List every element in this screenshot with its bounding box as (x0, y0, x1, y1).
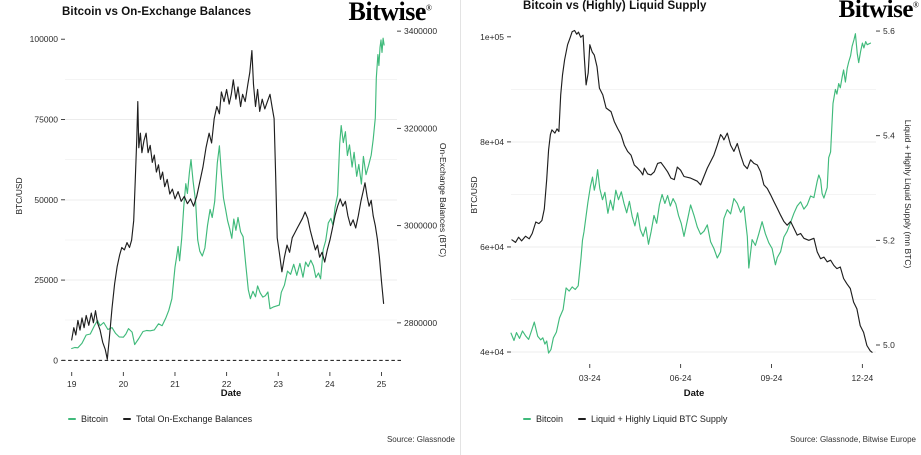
y-axis-label-right: Liquid + Highly Liquid Supply (mn BTC) (903, 119, 913, 269)
x-tick-label: 22 (222, 379, 232, 389)
y-tick-label-left: 25000 (34, 275, 58, 285)
y-tick-label-left: 8e+04 (480, 137, 504, 147)
series-line-bitcoin (71, 37, 385, 350)
y-tick-label-right: 3200000 (404, 123, 437, 133)
y-tick-label-right: 5.4 (883, 131, 895, 141)
legend-swatch-icon (578, 418, 587, 420)
x-tick-label: 06-24 (670, 373, 692, 383)
chart-title: Bitcoin vs On-Exchange Balances (62, 6, 252, 18)
plot-area: 19 20 21 22 23 24 25 0 25000 50000 75000 100000 2800… (30, 26, 438, 389)
y-tick-label-right: 3400000 (404, 26, 437, 36)
bitwise-logo: Bitwise® (349, 0, 432, 27)
chart-panel-liquid-supply: Bitcoin vs (Highly) Liquid Supply Bitwis… (461, 0, 921, 455)
source-note: Source: Glassnode, Bitwise Europe (790, 435, 916, 444)
x-tick-label: 21 (170, 379, 180, 389)
legend-label: Bitcoin (81, 414, 109, 424)
registered-trademark-icon: ® (912, 0, 919, 10)
y-tick-label-right: 5.2 (883, 235, 895, 245)
x-tick-label: 09-24 (761, 373, 783, 383)
legend-swatch-icon (523, 418, 531, 420)
y-tick-label-right: 5.6 (883, 26, 895, 36)
y-tick-label-left: 75000 (34, 115, 58, 125)
legend-label: Liquid + Highly Liquid BTC Supply (591, 414, 728, 424)
y-tick-label-right: 3000000 (404, 221, 437, 231)
panel-divider (460, 0, 461, 455)
series-line-bitcoin (510, 33, 872, 354)
x-axis-label: Date (220, 388, 242, 399)
bitwise-logo-text: Bitwise (838, 0, 914, 23)
legend: Bitcoin Total On-Exchange Balances (68, 414, 252, 424)
legend-item: Liquid + Highly Liquid BTC Supply (578, 414, 727, 424)
y-tick-label-left: 50000 (34, 195, 58, 205)
y-axis-label-right: On-Exchange Balances (BTC) (438, 142, 448, 258)
x-tick-label: 23 (274, 379, 284, 389)
x-axis-label: Date (683, 388, 705, 399)
legend-swatch-icon (68, 418, 76, 420)
x-tick-label: 24 (325, 379, 335, 389)
legend-item: Total On-Exchange Balances (123, 414, 252, 424)
x-tick-label: 20 (119, 379, 129, 389)
legend-item: Bitcoin (523, 414, 563, 424)
legend-item: Bitcoin (68, 414, 108, 424)
registered-trademark-icon: ® (425, 3, 432, 13)
x-tick-label: 19 (67, 379, 77, 389)
bitwise-logo: Bitwise® (839, 0, 919, 24)
legend-label: Bitcoin (536, 414, 564, 424)
bitwise-logo-text: Bitwise (348, 0, 427, 26)
source-note: Source: Glassnode (386, 435, 455, 444)
y-tick-label-left: 1e+05 (480, 32, 504, 42)
y-tick-label-left: 0 (53, 355, 58, 365)
y-tick-label-right: 5.0 (883, 340, 895, 350)
chart-panel-on-exchange-balances: Bitcoin vs On-Exchange Balances Bitwise®… (0, 0, 460, 455)
x-tick-label: 25 (377, 379, 387, 389)
chart-title: Bitcoin vs (Highly) Liquid Supply (523, 0, 707, 12)
x-tick-label: 12-24 (851, 373, 873, 383)
x-tick-label: 03-24 (579, 373, 601, 383)
legend-label: Total On-Exchange Balances (136, 414, 253, 424)
y-tick-label-left: 100000 (30, 34, 59, 44)
plot-area: 03-24 06-24 09-24 12-24 4e+04 6e+04 8e+04 1e+05… (480, 26, 895, 383)
y-tick-label-left: 4e+04 (480, 347, 504, 357)
series-line-liquid-highly-liquid-btc-supply (511, 29, 873, 353)
legend-swatch-icon (123, 418, 132, 420)
series-line-total-on-exchange-balances (71, 50, 385, 360)
y-tick-label-left: 6e+04 (480, 242, 504, 252)
y-tick-label-right: 2800000 (404, 318, 437, 328)
legend: Bitcoin Liquid + Highly Liquid BTC Supply (523, 414, 727, 424)
